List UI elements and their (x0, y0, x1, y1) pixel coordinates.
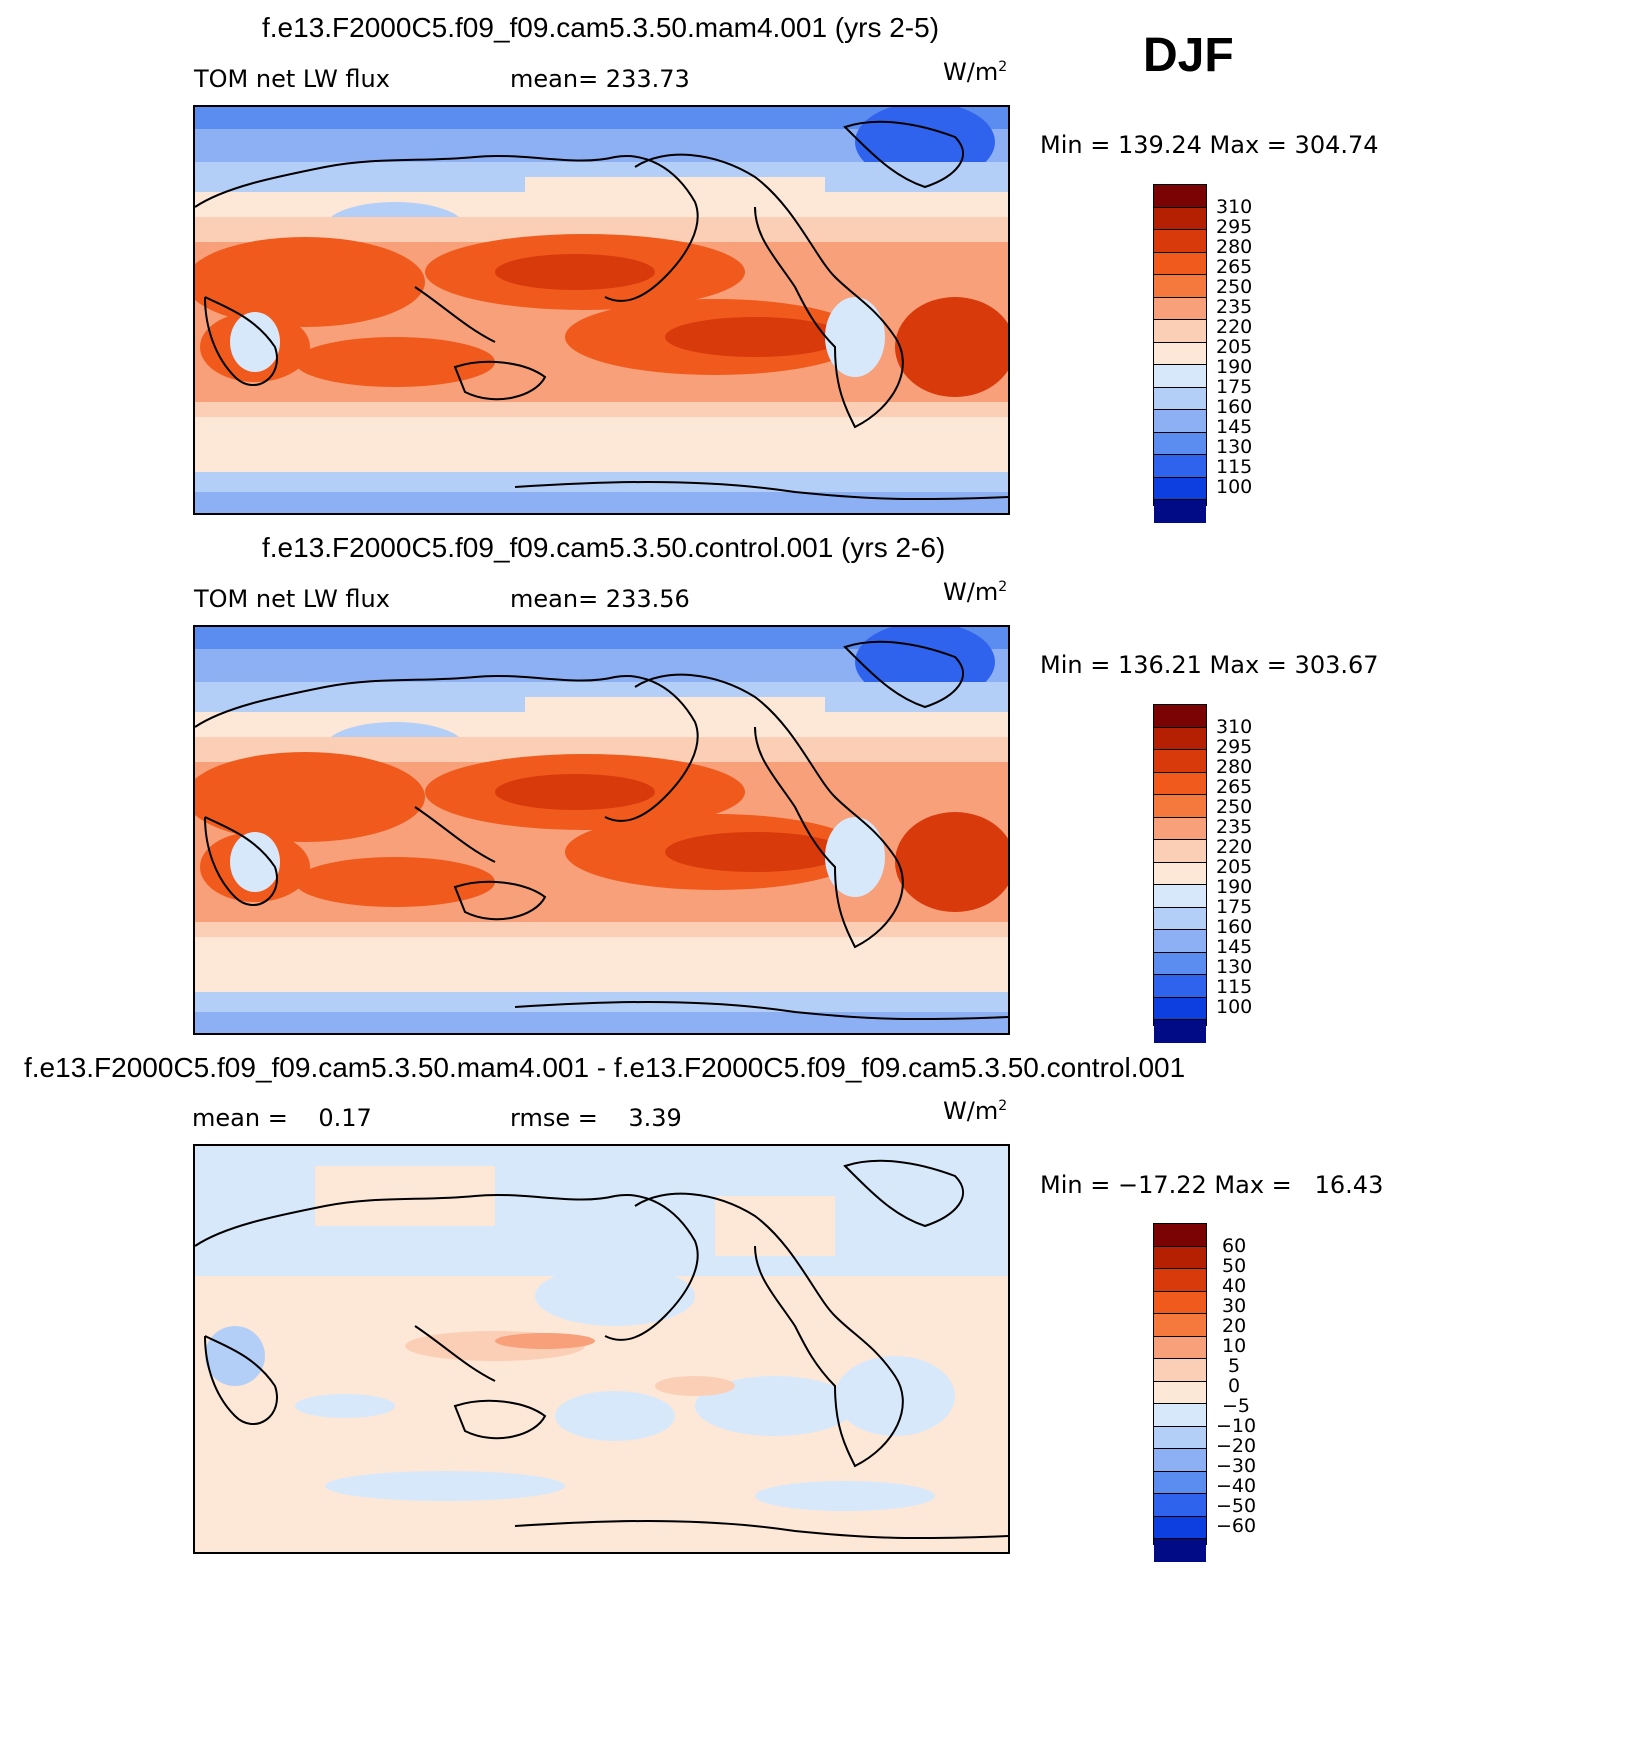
season-label: DJF (1143, 29, 1234, 82)
colorbar-tick-label: 220 (1216, 316, 1253, 338)
colorbar-tick-label: 295 (1216, 216, 1253, 238)
colorbar-tick-label: 265 (1216, 776, 1253, 798)
panel-1-map (193, 105, 1010, 515)
colorbar-tick-label: 115 (1216, 976, 1253, 998)
panel-2-title: f.e13.F2000C5.f09_f09.cam5.3.50.control.… (262, 532, 946, 563)
colorbar-tick-label: 145 (1216, 416, 1253, 438)
colorbar-tick-label: 190 (1216, 876, 1253, 898)
panel-3-map (193, 1144, 1010, 1554)
colorbar-tick-label: 205 (1216, 856, 1253, 878)
colorbar-tick-label: −20 (1216, 1435, 1257, 1457)
colorbar-tick-label: 115 (1216, 456, 1253, 478)
colorbar-tick-label: 130 (1216, 436, 1253, 458)
colorbar-tick-label: 310 (1216, 196, 1253, 218)
colorbar-tick-label: −60 (1216, 1515, 1257, 1537)
panel-1-colorbar (1153, 184, 1207, 523)
colorbar-tick-label: 30 (1222, 1295, 1247, 1317)
colorbar-tick-label: −50 (1216, 1495, 1257, 1517)
colorbar-tick-label: 175 (1216, 896, 1253, 918)
panel-3-units: W/m2 (943, 1097, 1008, 1125)
colorbar-tick-label: 205 (1216, 336, 1253, 358)
colorbar-tick-label: 130 (1216, 956, 1253, 978)
colorbar-tick-label: 50 (1222, 1255, 1247, 1277)
panel-2-map (193, 625, 1010, 1035)
panel-2-mean-label: mean= 233.56 (510, 585, 690, 613)
colorbar-tick-label: 100 (1216, 476, 1253, 498)
colorbar-tick-label: 310 (1216, 716, 1253, 738)
panel-2-variable-label: TOM net LW flux (194, 585, 390, 613)
colorbar-tick-label: 0 (1228, 1375, 1241, 1397)
panel-1-units: W/m2 (943, 58, 1008, 86)
panel-2-minmax: Min = 136.21 Max = 303.67 (1040, 651, 1379, 679)
colorbar-tick-label: 220 (1216, 836, 1253, 858)
colorbar-tick-label: −5 (1222, 1395, 1251, 1417)
colorbar-tick-label: 295 (1216, 736, 1253, 758)
panel-2-units: W/m2 (943, 578, 1008, 606)
colorbar-tick-label: 100 (1216, 996, 1253, 1018)
panel-1-variable-label: TOM net LW flux (194, 65, 390, 93)
colorbar-tick-label: 20 (1222, 1315, 1247, 1337)
colorbar-tick-label: 175 (1216, 376, 1253, 398)
colorbar-tick-label: 10 (1222, 1335, 1247, 1357)
colorbar-tick-label: 60 (1222, 1235, 1247, 1257)
panel-3-mean-label: mean = 0.17 (192, 1104, 372, 1132)
colorbar-tick-label: 265 (1216, 256, 1253, 278)
colorbar-tick-label: 280 (1216, 756, 1253, 778)
colorbar-tick-label: 235 (1216, 296, 1253, 318)
panel-3-title: f.e13.F2000C5.f09_f09.cam5.3.50.mam4.001… (24, 1052, 1186, 1083)
panel-2-colorbar (1153, 704, 1207, 1043)
colorbar-tick-label: 250 (1216, 276, 1253, 298)
colorbar-tick-label: 190 (1216, 356, 1253, 378)
panel-1-minmax: Min = 139.24 Max = 304.74 (1040, 131, 1379, 159)
panel-3-minmax: Min = −17.22 Max = 16.43 (1040, 1171, 1384, 1199)
colorbar-tick-label: −40 (1216, 1475, 1257, 1497)
colorbar-tick-label: −10 (1216, 1415, 1257, 1437)
colorbar-tick-label: 160 (1216, 396, 1253, 418)
panel-1-title: f.e13.F2000C5.f09_f09.cam5.3.50.mam4.001… (262, 12, 940, 43)
panel-3-rmse-label: rmse = 3.39 (510, 1104, 682, 1132)
panel-1-mean-label: mean= 233.73 (510, 65, 690, 93)
panel-3-colorbar (1153, 1223, 1207, 1562)
colorbar-tick-label: 160 (1216, 916, 1253, 938)
colorbar-tick-label: 40 (1222, 1275, 1247, 1297)
colorbar-tick-label: −30 (1216, 1455, 1257, 1477)
colorbar-tick-label: 250 (1216, 796, 1253, 818)
colorbar-tick-label: 235 (1216, 816, 1253, 838)
colorbar-tick-label: 5 (1228, 1355, 1241, 1377)
colorbar-tick-label: 280 (1216, 236, 1253, 258)
colorbar-tick-label: 145 (1216, 936, 1253, 958)
